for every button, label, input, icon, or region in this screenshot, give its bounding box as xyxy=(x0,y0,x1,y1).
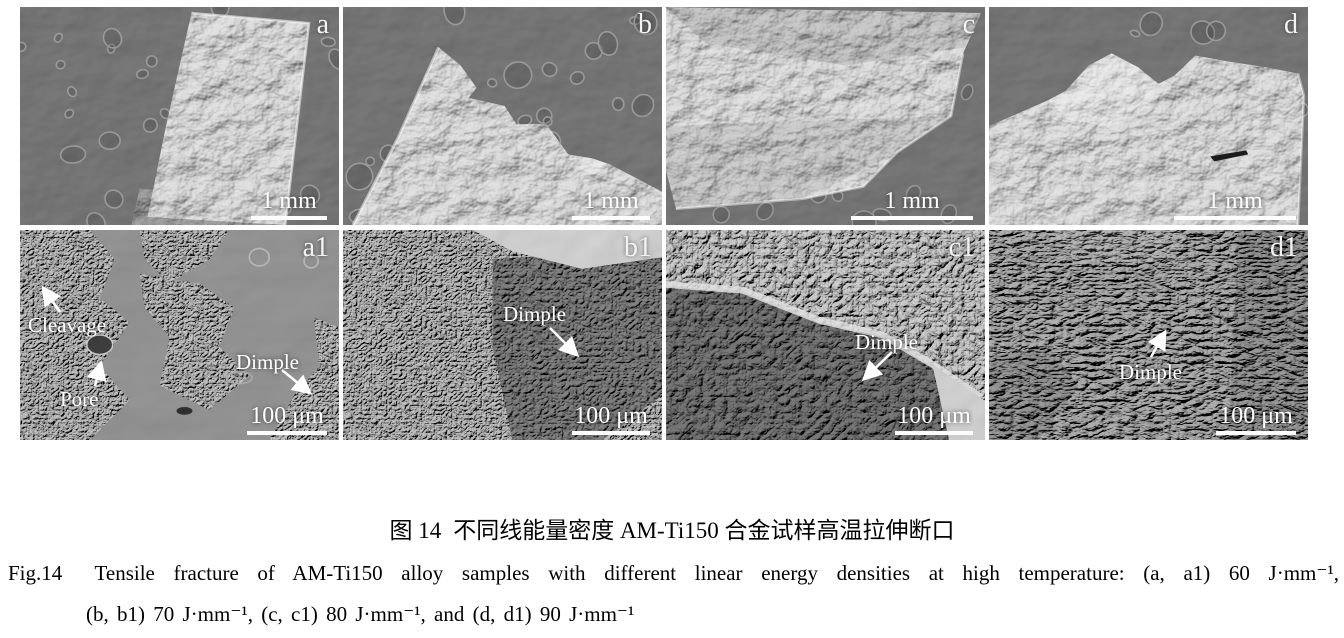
scale-bar-b: 1 mm xyxy=(572,187,650,220)
scale-bar-text-a1: 100 μm xyxy=(250,402,324,429)
sem-panel-c: c 1 mm xyxy=(666,7,985,225)
annotation-dimple-c1: Dimple xyxy=(855,330,918,354)
caption-english: Fig.14 Tensile fracture of AM-Ti150 allo… xyxy=(8,553,1339,635)
panel-label-b1: b1 xyxy=(624,232,652,263)
sem-image-d xyxy=(989,7,1308,225)
scale-bar-c: 1 mm xyxy=(851,187,973,220)
annotation-dimple-d1: Dimple xyxy=(1119,360,1182,384)
scale-bar-line-a xyxy=(251,216,327,220)
panel-label-d1: d1 xyxy=(1270,232,1298,263)
panel-label-b: b xyxy=(638,9,652,40)
annotation-pore: Pore xyxy=(60,387,99,411)
sem-image-c1 xyxy=(666,230,985,440)
annotation-cleavage: Cleavage xyxy=(28,313,107,337)
scale-bar-line-b xyxy=(572,216,650,220)
scale-bar-line-c xyxy=(851,216,973,220)
caption-english-line1-text: Tensile fracture of AM-Ti150 alloy sampl… xyxy=(94,561,1339,585)
scale-bar-line-d xyxy=(1174,216,1296,220)
scale-bar-line-a1 xyxy=(247,431,327,435)
sem-grid: a 1 mm b 1 mm xyxy=(20,7,1308,440)
scale-bar-text-c1: 100 μm xyxy=(897,402,971,429)
sem-panel-d1: Dimple d1 100 μm xyxy=(989,230,1308,440)
annotation-dimple-a1: Dimple xyxy=(236,350,299,374)
scale-bar-text-b1: 100 μm xyxy=(574,402,648,429)
sem-image-c xyxy=(666,7,985,225)
scale-bar-line-c1 xyxy=(895,431,973,435)
caption-english-figno: Fig.14 xyxy=(8,561,63,585)
panel-label-c1: c1 xyxy=(948,232,975,263)
scale-bar-c1: 100 μm xyxy=(895,402,973,435)
panel-label-a1: a1 xyxy=(302,232,329,263)
scale-bar-text-b: 1 mm xyxy=(583,187,639,214)
sem-panel-c1: Dimple c1 100 μm xyxy=(666,230,985,440)
annotation-dimple-b1: Dimple xyxy=(503,302,566,326)
scale-bar-d1: 100 μm xyxy=(1216,402,1296,435)
caption-chinese-text: 不同线能量密度 AM-Ti150 合金试样高温拉伸断口 xyxy=(453,518,955,543)
sem-panel-a1: Cleavage Pore Dimple a1 100 μm xyxy=(20,230,339,440)
sem-image-a1 xyxy=(20,230,339,440)
sem-panel-b: b 1 mm xyxy=(343,7,662,225)
scale-bar-text-d1: 100 μm xyxy=(1219,402,1293,429)
scale-bar-line-b1 xyxy=(572,431,650,435)
scale-bar-text-c: 1 mm xyxy=(884,187,940,214)
scale-bar-text-d: 1 mm xyxy=(1207,187,1263,214)
sem-panel-b1: Dimple b1 100 μm xyxy=(343,230,662,440)
scale-bar-a1: 100 μm xyxy=(247,402,327,435)
sem-panel-d: d 1 mm xyxy=(989,7,1308,225)
panel-label-a: a xyxy=(316,9,329,40)
scale-bar-d: 1 mm xyxy=(1174,187,1296,220)
panel-label-d: d xyxy=(1284,9,1298,40)
caption-english-line2: (b, b1) 70 J·mm⁻¹, (c, c1) 80 J·mm⁻¹, an… xyxy=(86,602,635,626)
scale-bar-text-a: 1 mm xyxy=(261,187,317,214)
panel-label-c: c xyxy=(962,9,975,40)
scale-bar-a: 1 mm xyxy=(251,187,327,220)
sem-image-a xyxy=(20,7,339,225)
scale-bar-line-d1 xyxy=(1216,431,1296,435)
scale-bar-b1: 100 μm xyxy=(572,402,650,435)
caption-chinese-figno: 图 14 xyxy=(389,518,442,543)
sem-panel-a: a 1 mm xyxy=(20,7,339,225)
caption-english-line1: Fig.14 Tensile fracture of AM-Ti150 allo… xyxy=(8,553,1339,594)
sem-image-b xyxy=(343,7,662,225)
caption-chinese: 图 14 不同线能量密度 AM-Ti150 合金试样高温拉伸断口 xyxy=(0,511,1344,545)
